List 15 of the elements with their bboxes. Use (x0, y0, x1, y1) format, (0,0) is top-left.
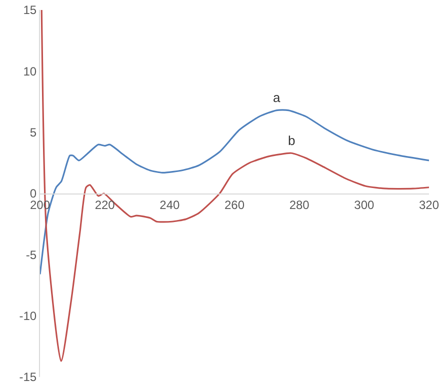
y-tick-label: 0 (30, 186, 37, 201)
y-tick-label: -10 (19, 309, 37, 324)
x-tick-label: 240 (160, 198, 180, 212)
series-label: a (273, 90, 281, 105)
series-label: b (288, 133, 296, 148)
y-tick-label: 15 (23, 3, 37, 18)
x-tick-label: 280 (289, 198, 310, 212)
x-tick-label: 300 (354, 198, 374, 212)
y-tick-label: 5 (30, 126, 37, 140)
y-tick-label: -15 (19, 370, 37, 384)
y-tick-label: 10 (23, 64, 37, 78)
x-tick-label: 260 (224, 198, 245, 212)
y-tick-label: -5 (26, 248, 37, 262)
x-tick-label: 220 (94, 198, 116, 212)
x-tick-label: 320 (418, 198, 440, 212)
